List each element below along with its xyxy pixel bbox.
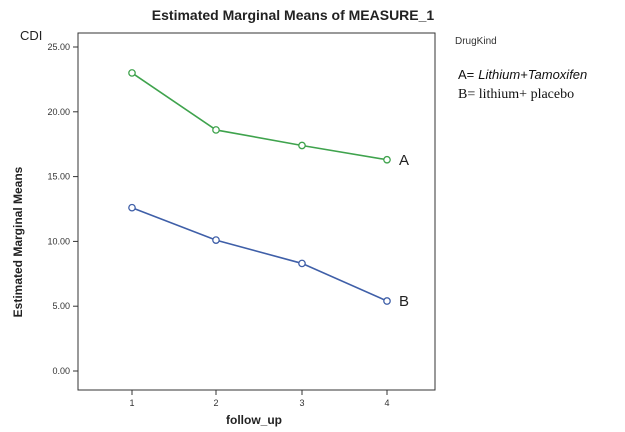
legend-a-prefix: A= bbox=[458, 67, 474, 82]
data-point-a bbox=[298, 141, 306, 150]
data-point-a bbox=[212, 126, 220, 134]
y-tick-label: 20.00 bbox=[47, 107, 70, 117]
y-tick-label: 5.00 bbox=[52, 301, 70, 311]
data-point-b bbox=[128, 203, 136, 212]
legend-entry-a: A= Lithium+Tamoxifen bbox=[458, 67, 587, 82]
x-axis-ticks: 1 2 3 4 bbox=[129, 390, 390, 408]
y-tick-label: 10.00 bbox=[47, 236, 70, 246]
cdi-label: CDI bbox=[20, 28, 42, 43]
series-line-a bbox=[131, 72, 388, 161]
legend-a-text: Lithium+Tamoxifen bbox=[478, 67, 587, 82]
data-point-a bbox=[128, 69, 136, 77]
y-tick-label: 25.00 bbox=[47, 42, 70, 52]
x-axis-label: follow_up bbox=[226, 413, 282, 427]
chart-title: Estimated Marginal Means of MEASURE_1 bbox=[152, 7, 435, 23]
y-axis-ticks: 0.00 5.00 10.00 15.00 20.00 25.00 bbox=[47, 42, 78, 376]
data-point-b bbox=[298, 259, 306, 268]
y-axis-label: Estimated Marginal Means bbox=[11, 166, 25, 317]
x-tick-label: 1 bbox=[129, 398, 134, 408]
data-point-b bbox=[212, 236, 220, 244]
legend-entry-b: B= lithium+ placebo bbox=[458, 87, 574, 102]
y-tick-label: 15.00 bbox=[47, 172, 70, 182]
plot-area bbox=[77, 32, 436, 391]
series-label-a: A bbox=[399, 152, 409, 169]
x-tick-label: 4 bbox=[384, 398, 389, 408]
y-tick-label: 0.00 bbox=[52, 366, 70, 376]
series-label-b: B bbox=[399, 293, 409, 310]
x-tick-label: 3 bbox=[299, 398, 304, 408]
series-layer: AB bbox=[128, 69, 409, 310]
series-line-b bbox=[131, 206, 388, 302]
x-tick-label: 2 bbox=[213, 398, 218, 408]
legend-title: DrugKind bbox=[455, 36, 497, 47]
data-point-b bbox=[383, 297, 391, 305]
data-point-a bbox=[383, 155, 391, 164]
